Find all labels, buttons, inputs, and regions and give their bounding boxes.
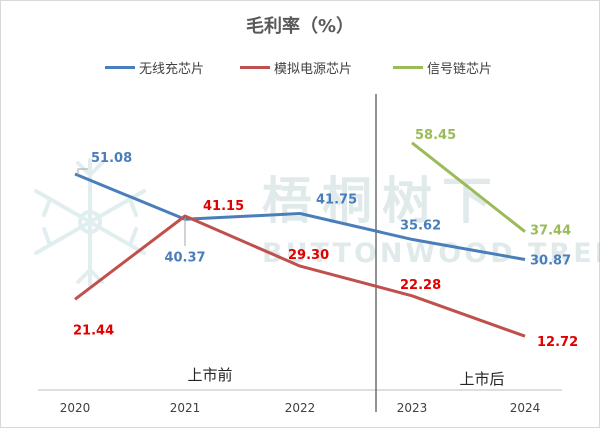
series-lines (74, 141, 526, 338)
series-line (411, 141, 526, 233)
data-label: 40.37 (164, 250, 205, 265)
after-listing-label: 上市后 (459, 370, 504, 388)
legend-item: 无线充芯片 (105, 58, 204, 77)
data-label: 29.30 (288, 248, 329, 263)
legend-label: 信号链芯片 (427, 62, 493, 77)
legend-item: 信号链芯片 (393, 58, 492, 77)
watermark: 梧桐树下 BUTTONWOOD TREE (34, 158, 600, 287)
series-line (74, 172, 526, 261)
data-label: 58.45 (415, 128, 456, 143)
series-line (74, 214, 526, 338)
watermark-cn: 梧桐树下 (262, 172, 502, 230)
data-label: 41.15 (203, 199, 244, 214)
x-tick-labels: 2020 2021 2022 2023 2024 (60, 401, 541, 415)
chart-title: 毛利率（%） (245, 16, 355, 37)
legend-swatch (240, 66, 270, 69)
x-tick-label: 2021 (170, 401, 201, 415)
x-tick-label: 2024 (510, 401, 541, 415)
data-label: 41.75 (316, 193, 357, 208)
x-tick-label: 2023 (397, 401, 428, 415)
leader-line (77, 168, 88, 175)
legend-label: 无线充芯片 (139, 62, 205, 77)
data-label: 35.62 (400, 218, 441, 233)
x-tick-label: 2020 (60, 401, 91, 415)
data-labels: 51.08 40.37 41.75 35.62 30.87 21.44 41.15 29.30… (73, 128, 578, 350)
before-listing-label: 上市前 (187, 366, 232, 384)
legend-swatch (105, 66, 135, 69)
legend-swatch (393, 66, 423, 69)
x-tick-label: 2022 (285, 401, 316, 415)
legend: 无线充芯片 模拟电源芯片 信号链芯片 (0, 58, 600, 78)
data-label: 37.44 (530, 224, 571, 239)
legend-label: 模拟电源芯片 (274, 62, 353, 77)
data-label: 12.72 (537, 335, 578, 350)
data-label: 51.08 (91, 151, 132, 166)
legend-item: 模拟电源芯片 (240, 58, 352, 77)
data-label: 21.44 (73, 323, 114, 338)
data-label: 30.87 (530, 254, 571, 269)
data-label: 22.28 (400, 278, 441, 293)
leader-lines (77, 168, 186, 246)
